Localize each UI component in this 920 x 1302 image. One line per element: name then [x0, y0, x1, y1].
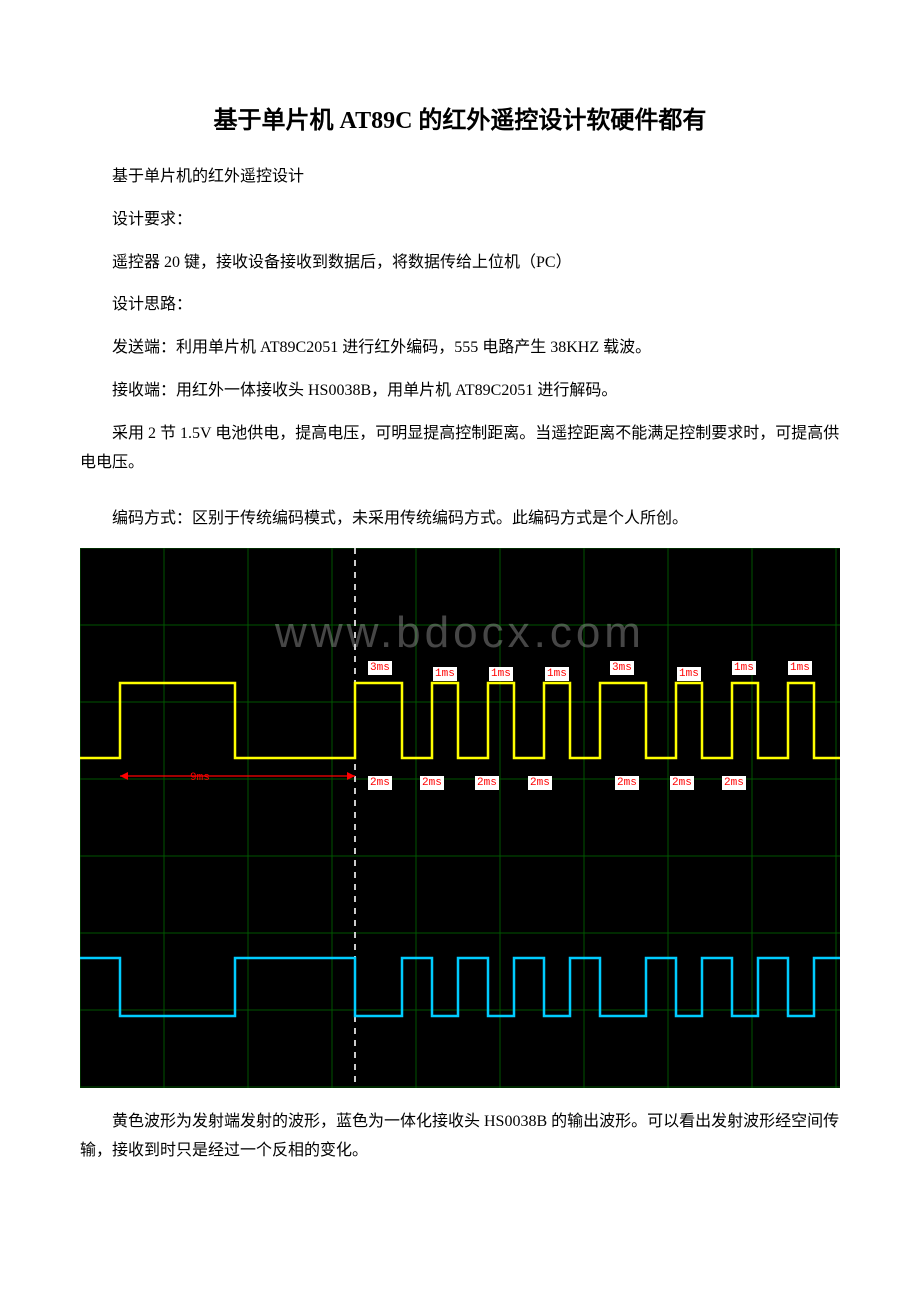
timing-label: 3ms: [368, 661, 392, 675]
paragraph: 黄色波形为发射端发射的波形，蓝色为一体化接收头 HS0038B 的输出波形。可以…: [80, 1108, 840, 1166]
timing-label: 2ms: [722, 776, 746, 790]
timing-label: 1ms: [433, 667, 457, 681]
timing-label: 1ms: [732, 661, 756, 675]
waveform-chart: www.bdocx.com 3ms1ms1ms1ms3ms1ms1ms1ms2m…: [80, 548, 840, 1088]
timing-label: 9ms: [190, 772, 210, 784]
paragraph: 遥控器 20 键，接收设备接收到数据后，将数据传给上位机（PC）: [80, 249, 840, 278]
timing-label: 2ms: [420, 776, 444, 790]
timing-label: 1ms: [677, 667, 701, 681]
timing-label: 1ms: [545, 667, 569, 681]
timing-label: 2ms: [528, 776, 552, 790]
paragraph: 接收端：用红外一体接收头 HS0038B，用单片机 AT89C2051 进行解码…: [80, 377, 840, 406]
timing-label: 2ms: [615, 776, 639, 790]
paragraph: 设计要求：: [80, 206, 840, 235]
paragraph: 发送端：利用单片机 AT89C2051 进行红外编码，555 电路产生 38KH…: [80, 334, 840, 363]
timing-label: 3ms: [610, 661, 634, 675]
paragraph: 采用 2 节 1.5V 电池供电，提高电压，可明显提高控制距离。当遥控距离不能满…: [80, 420, 840, 478]
timing-label: 2ms: [670, 776, 694, 790]
paragraph: 编码方式：区别于传统编码模式，未采用传统编码方式。此编码方式是个人所创。: [80, 505, 840, 534]
paragraph: 设计思路：: [80, 291, 840, 320]
timing-label: 2ms: [368, 776, 392, 790]
timing-label: 1ms: [788, 661, 812, 675]
timing-label: 2ms: [475, 776, 499, 790]
timing-label: 1ms: [489, 667, 513, 681]
paragraph: 基于单片机的红外遥控设计: [80, 163, 840, 192]
page-title: 基于单片机 AT89C 的红外遥控设计软硬件都有: [80, 100, 840, 135]
